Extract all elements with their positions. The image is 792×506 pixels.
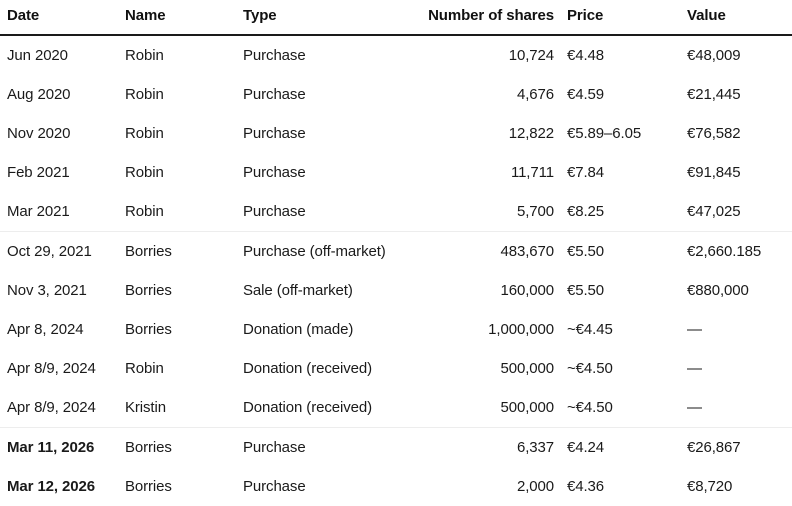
- column-header-value: Value: [680, 0, 792, 36]
- cell-shares: 12,822: [508, 125, 554, 142]
- cell-name: Borries: [125, 321, 172, 338]
- cell-value: €880,000: [687, 282, 749, 299]
- cell-price: €5.50: [567, 282, 605, 299]
- cell-type: Purchase: [243, 47, 306, 64]
- table-row: Jun 2020 Robin Purchase 10,724 €4.48 €48,009: [0, 35, 792, 75]
- cell-shares: 10,724: [508, 47, 554, 64]
- table-row: Mar 12, 2026 Borries Purchase 2,000 €4.36 €8,…: [0, 467, 792, 506]
- cell-type: Purchase: [243, 125, 306, 142]
- cell-value: €21,445: [687, 86, 741, 103]
- table-row: Nov 2020 Robin Purchase 12,822 €5.89–6.05 €76…: [0, 114, 792, 153]
- cell-name: Borries: [125, 282, 172, 299]
- cell-date: Feb 2021: [7, 164, 70, 181]
- cell-date: Nov 3, 2021: [7, 282, 87, 299]
- cell-type: Purchase (off-market): [236, 231, 412, 271]
- cell-date: Apr 8/9, 2024: [7, 399, 96, 416]
- header-row: Date Name Type Number of shares Price Value: [0, 0, 792, 36]
- table-row: Aug 2020 Robin Purchase 4,676 €4.59 €21,445: [0, 75, 792, 114]
- cell-shares: 500,000: [500, 360, 554, 377]
- table-row: Apr 8, 2024 Borries Donation (made) 1,000,0…: [0, 310, 792, 349]
- cell-value: —: [687, 399, 702, 416]
- table-row: Apr 8/9, 2024 Kristin Donation (received) 5…: [0, 388, 792, 428]
- table-row: Feb 2021 Robin Purchase 11,711 €7.84 €91,845: [0, 153, 792, 192]
- cell-shares: 4,676: [516, 86, 554, 103]
- column-header-type: Type: [236, 0, 412, 36]
- table-row: Nov 3, 2021 Borries Sale (off-market) 160,0…: [0, 271, 792, 310]
- cell-value: €26,867: [680, 427, 792, 467]
- cell-date: Mar 12, 2026: [7, 478, 96, 495]
- cell-name: Borries: [125, 478, 172, 495]
- cell-value: €76,582: [687, 125, 741, 142]
- cell-price: ~€4.50: [567, 360, 613, 377]
- cell-type: Purchase: [243, 164, 306, 181]
- table-body: Jun 2020 Robin Purchase 10,724 €4.48 €48,009 A…: [0, 35, 792, 506]
- cell-shares: 500,000: [500, 399, 554, 416]
- cell-price: €5.89–6.05: [567, 125, 642, 142]
- cell-price: ~€4.45: [567, 321, 613, 338]
- table-row: Apr 8/9, 2024 Robin Donation (received) 500…: [0, 349, 792, 388]
- cell-price: €5.50: [554, 231, 680, 271]
- column-header-name: Name: [118, 0, 236, 36]
- column-header-shares: Number of shares: [412, 0, 554, 36]
- cell-type: Purchase: [243, 478, 306, 495]
- cell-price: €4.36: [567, 478, 605, 495]
- cell-price: €8.25: [567, 203, 605, 220]
- cell-date: Nov 2020: [7, 125, 71, 142]
- cell-type: Sale (off-market): [243, 282, 353, 299]
- cell-date: Apr 8, 2024: [7, 321, 84, 338]
- cell-name: Robin: [125, 203, 164, 220]
- cell-date: Oct 29, 2021: [0, 231, 118, 271]
- cell-shares: 6,337: [412, 427, 554, 467]
- cell-shares: 2,000: [516, 478, 554, 495]
- table-row: Mar 11, 2026 Borries Purchase 6,337 €4.24 €26…: [0, 427, 792, 467]
- cell-value: —: [687, 321, 702, 338]
- table-header: Date Name Type Number of shares Price Value: [0, 0, 792, 36]
- cell-date: Jun 2020: [7, 47, 68, 64]
- cell-date: Mar 2021: [7, 203, 70, 220]
- cell-value: €2,660.185: [680, 231, 792, 271]
- cell-shares: 5,700: [516, 203, 554, 220]
- cell-type: Purchase: [243, 203, 306, 220]
- cell-type: Donation (made): [243, 321, 354, 338]
- cell-price: €4.24: [554, 427, 680, 467]
- cell-value: €47,025: [687, 203, 741, 220]
- cell-type: Purchase: [243, 86, 306, 103]
- column-header-price: Price: [554, 0, 680, 36]
- cell-date: Apr 8/9, 2024: [7, 360, 96, 377]
- cell-type: Donation (received): [243, 360, 372, 377]
- cell-price: ~€4.50: [567, 399, 613, 416]
- cell-name: Robin: [125, 164, 164, 181]
- cell-value: €8,720: [687, 478, 733, 495]
- cell-shares: 1,000,000: [488, 321, 554, 338]
- cell-name: Robin: [125, 47, 164, 64]
- cell-name: Borries: [118, 231, 236, 271]
- cell-date: Mar 11, 2026: [0, 427, 118, 467]
- cell-name: Robin: [125, 360, 164, 377]
- table-row: Mar 2021 Robin Purchase 5,700 €8.25 €47,025: [0, 192, 792, 232]
- cell-name: Borries: [118, 427, 236, 467]
- table-row: Oct 29, 2021 Borries Purchase (off-market)…: [0, 231, 792, 271]
- cell-price: €7.84: [567, 164, 605, 181]
- cell-shares: 11,711: [510, 164, 554, 181]
- cell-value: €48,009: [687, 47, 741, 64]
- cell-type: Donation (received): [243, 399, 372, 416]
- cell-date: Aug 2020: [7, 86, 71, 103]
- cell-shares: 483,670: [412, 231, 554, 271]
- cell-shares: 160,000: [500, 282, 554, 299]
- cell-name: Robin: [125, 86, 164, 103]
- column-header-date: Date: [0, 0, 118, 36]
- cell-price: €4.59: [567, 86, 605, 103]
- cell-price: €4.48: [567, 47, 605, 64]
- cell-name: Kristin: [125, 399, 166, 416]
- cell-name: Robin: [125, 125, 164, 142]
- cell-value: €91,845: [687, 164, 741, 181]
- cell-type: Purchase: [236, 427, 412, 467]
- cell-value: —: [687, 360, 702, 377]
